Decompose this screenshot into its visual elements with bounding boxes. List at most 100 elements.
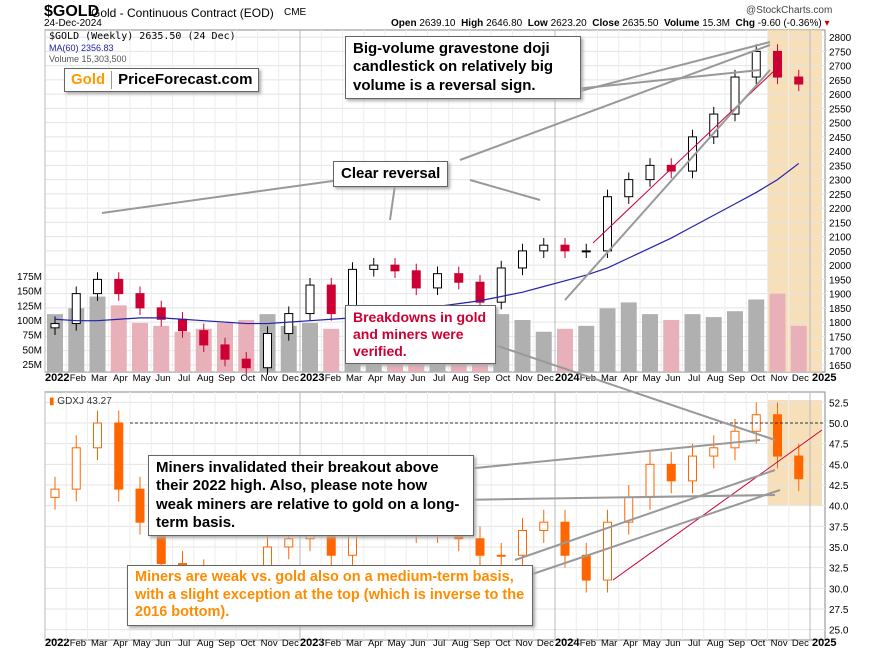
legend-gdxj: ▮ GDXJ 43.27 xyxy=(49,396,112,407)
low-label: Low xyxy=(527,18,548,29)
month-label: Apr xyxy=(623,638,638,649)
volume-bar xyxy=(790,325,807,372)
annotation-reversal: Clear reversal xyxy=(333,161,449,188)
price-tick-label: 1850 xyxy=(829,304,852,315)
volume-bar xyxy=(68,308,85,372)
month-label: May xyxy=(133,373,151,384)
month-label: Nov xyxy=(261,373,278,384)
price-tick-label: 2400 xyxy=(829,147,852,158)
gdxj-candle xyxy=(475,538,485,556)
gdxj-candle xyxy=(50,488,60,498)
price-tick-label: 2450 xyxy=(829,133,852,144)
gold-candle xyxy=(624,179,634,198)
gdxj-candle xyxy=(709,447,719,457)
volume-bar xyxy=(302,322,318,372)
down-arrow-icon: ▾ xyxy=(824,18,830,29)
month-label: Oct xyxy=(240,638,255,649)
month-label: Aug xyxy=(197,638,214,649)
gdxj-tick-label: 32.5 xyxy=(829,564,849,575)
volume-bar xyxy=(557,328,573,372)
callout-line xyxy=(101,179,341,214)
callout-line xyxy=(459,44,771,161)
volume-tick-label: 75M xyxy=(23,331,42,342)
low-value: 2623.20 xyxy=(550,18,587,29)
chg-value: -9.60 (-0.36%) xyxy=(757,18,822,29)
gold-candle xyxy=(496,267,506,303)
price-tick-label: 2800 xyxy=(829,33,852,44)
gdxj-candle xyxy=(518,529,527,556)
month-label: Feb xyxy=(580,373,596,384)
month-label: Nov xyxy=(261,638,278,649)
gold-candle xyxy=(539,244,549,252)
gdxj-candle xyxy=(645,463,655,498)
annotation-miners-weak: Miners are weak vs. gold also on a mediu… xyxy=(127,565,533,627)
gdxj-tick-label: 50.0 xyxy=(829,419,849,430)
month-label: Aug xyxy=(452,373,469,384)
gold-candle xyxy=(645,164,655,181)
gdxj-tick-label: 45.0 xyxy=(829,460,849,471)
year-label: 2022 xyxy=(45,637,69,649)
month-label: Mar xyxy=(346,638,362,649)
gdxj-tick-label: 27.5 xyxy=(829,605,849,616)
callout-line xyxy=(514,489,781,581)
volume-bar xyxy=(280,325,297,372)
gold-candle xyxy=(199,330,209,346)
close-label: Close xyxy=(592,18,620,29)
month-label: Jul xyxy=(178,638,190,649)
price-tick-label: 2750 xyxy=(829,47,852,58)
logo-gold: Gold xyxy=(65,71,113,90)
month-label: Jun xyxy=(410,638,425,649)
month-label: Aug xyxy=(197,373,214,384)
price-tick-label: 2250 xyxy=(829,190,852,201)
price-tick-label: 2500 xyxy=(829,119,852,130)
logo-site: PriceForecast.com xyxy=(118,71,253,88)
month-label: Sep xyxy=(473,638,490,649)
callout-line xyxy=(479,339,776,441)
callout-line xyxy=(454,494,776,501)
gold-candle xyxy=(326,284,336,315)
volume-bar xyxy=(769,293,786,372)
chart-date: 24-Dec-2024 xyxy=(44,18,102,29)
price-tick-label: 2300 xyxy=(829,176,852,187)
month-label: Sep xyxy=(728,638,745,649)
price-tick-label: 2600 xyxy=(829,90,852,101)
gdxj-tick-label: 40.0 xyxy=(829,502,849,513)
volume-value: 15.3M xyxy=(702,18,730,29)
year-label: 2023 xyxy=(300,637,324,649)
gold-candle xyxy=(560,244,570,252)
gold-candle xyxy=(581,250,591,253)
gdxj-candle xyxy=(730,430,740,449)
gold-candle xyxy=(135,293,145,309)
volume-bar xyxy=(153,325,170,372)
gold-candle xyxy=(178,318,187,332)
volume-bar xyxy=(705,317,722,372)
legend-ma: MA(60) 2356.83 xyxy=(49,43,114,53)
volume-bar xyxy=(323,328,340,372)
gdxj-tick-label: 52.5 xyxy=(829,398,849,409)
month-label: Oct xyxy=(750,373,765,384)
exchange: CME xyxy=(284,7,307,18)
gold-candle xyxy=(433,273,442,289)
gdxj-icon: ▮ xyxy=(49,396,55,407)
gdxj-candle xyxy=(71,447,81,490)
gold-candle xyxy=(93,278,102,295)
volume-bar xyxy=(89,296,106,372)
gold-candle xyxy=(284,313,294,335)
price-tick-label: 1750 xyxy=(829,332,852,343)
price-tick-label: 2700 xyxy=(829,62,852,73)
year-label: 2023 xyxy=(300,372,324,384)
annotation-doji: Big-volume gravestone doji candlestick o… xyxy=(345,36,581,99)
price-tick-label: 2550 xyxy=(829,104,852,115)
legend-volume: Volume 15,303,500 xyxy=(49,54,127,64)
gold-candle xyxy=(390,264,400,272)
gdxj-tick-label: 37.5 xyxy=(829,522,849,533)
month-label: Aug xyxy=(707,638,724,649)
legend-price: $GOLD (Weekly) 2635.50 (24 Dec) xyxy=(49,31,236,42)
month-label: Aug xyxy=(452,638,469,649)
month-label: Feb xyxy=(70,373,86,384)
month-label: Jun xyxy=(155,638,170,649)
callout-line xyxy=(564,69,771,301)
month-label: Feb xyxy=(580,638,596,649)
price-tick-label: 1650 xyxy=(829,361,852,372)
